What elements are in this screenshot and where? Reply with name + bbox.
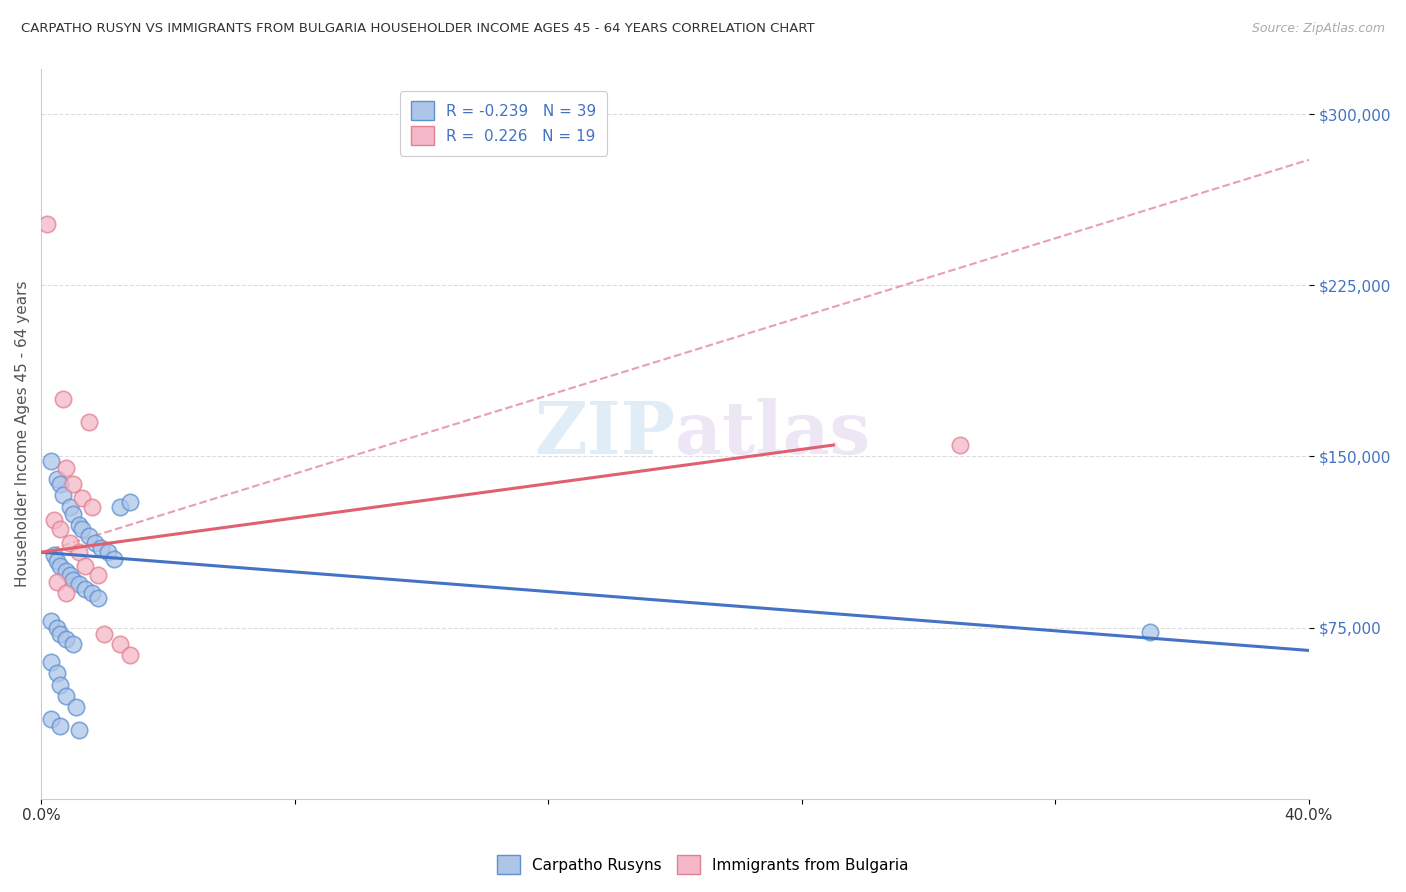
- Point: [49, 559, 72, 574]
- Point: [59, 536, 82, 550]
- Point: [42, 513, 65, 527]
- Point: [67, 577, 90, 591]
- Point: [72, 523, 94, 537]
- Point: [110, 637, 132, 651]
- Point: [55, 564, 77, 578]
- Point: [55, 632, 77, 646]
- Point: [80, 586, 103, 600]
- Point: [49, 627, 72, 641]
- Point: [77, 529, 100, 543]
- Point: [93, 627, 115, 641]
- Point: [80, 500, 103, 514]
- Text: ZIP: ZIP: [534, 398, 675, 469]
- Point: [77, 415, 100, 429]
- Y-axis label: Householder Income Ages 45 - 64 years: Householder Income Ages 45 - 64 years: [15, 280, 30, 587]
- Point: [949, 438, 972, 452]
- Point: [49, 523, 72, 537]
- Point: [52, 392, 75, 407]
- Point: [62, 637, 84, 651]
- Point: [49, 678, 72, 692]
- Text: Source: ZipAtlas.com: Source: ZipAtlas.com: [1251, 22, 1385, 36]
- Point: [42, 548, 65, 562]
- Point: [65, 700, 87, 714]
- Point: [59, 568, 82, 582]
- Point: [75, 559, 97, 574]
- Point: [87, 568, 110, 582]
- Point: [67, 517, 90, 532]
- Point: [46, 574, 69, 589]
- Point: [62, 573, 84, 587]
- Point: [67, 723, 90, 738]
- Point: [55, 689, 77, 703]
- Text: CARPATHO RUSYN VS IMMIGRANTS FROM BULGARIA HOUSEHOLDER INCOME AGES 45 - 64 YEARS: CARPATHO RUSYN VS IMMIGRANTS FROM BULGAR…: [21, 22, 814, 36]
- Point: [118, 648, 141, 662]
- Point: [46, 666, 69, 681]
- Point: [59, 500, 82, 514]
- Point: [55, 461, 77, 475]
- Point: [39, 655, 62, 669]
- Point: [39, 454, 62, 468]
- Point: [67, 545, 90, 559]
- Point: [52, 488, 75, 502]
- Point: [84, 536, 107, 550]
- Point: [97, 545, 120, 559]
- Point: [49, 719, 72, 733]
- Point: [37, 217, 59, 231]
- Text: atlas: atlas: [675, 398, 870, 469]
- Point: [1139, 625, 1161, 640]
- Point: [118, 495, 141, 509]
- Point: [49, 476, 72, 491]
- Point: [39, 712, 62, 726]
- Point: [90, 541, 112, 555]
- Legend: Carpatho Rusyns, Immigrants from Bulgaria: Carpatho Rusyns, Immigrants from Bulgari…: [491, 849, 915, 880]
- Point: [46, 472, 69, 486]
- Point: [110, 500, 132, 514]
- Point: [103, 552, 125, 566]
- Point: [46, 621, 69, 635]
- Point: [46, 554, 69, 568]
- Point: [55, 586, 77, 600]
- Point: [62, 476, 84, 491]
- Point: [87, 591, 110, 605]
- Point: [75, 582, 97, 596]
- Point: [39, 614, 62, 628]
- Point: [72, 491, 94, 505]
- Point: [62, 507, 84, 521]
- Legend: R = -0.239   N = 39, R =  0.226   N = 19: R = -0.239 N = 39, R = 0.226 N = 19: [401, 91, 607, 155]
